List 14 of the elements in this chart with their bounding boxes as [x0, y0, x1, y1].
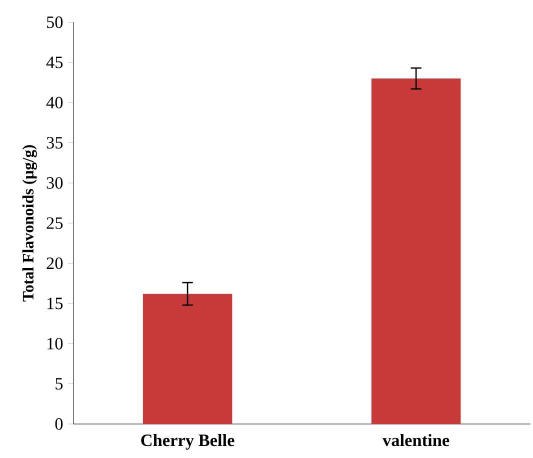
y-tick-label: 15	[48, 298, 63, 310]
y-tick-label: 45	[46, 56, 63, 68]
y-tick-label: 5	[56, 378, 63, 390]
x-tick-label: Cherry Belle	[141, 434, 234, 450]
x-tick-label: valentine	[382, 434, 450, 446]
y-tick-label: 20	[46, 257, 63, 270]
y-axis-title: Total Flavonoids (µg/g)	[22, 145, 37, 302]
y-tick-label: 40	[46, 96, 63, 108]
y-tick-label: 35	[46, 136, 63, 149]
y-tick-label: 0	[55, 418, 63, 430]
y-tick-label: 50	[47, 16, 63, 28]
y-tick-label: 10	[48, 338, 63, 350]
y-tick-label: 30	[46, 177, 63, 189]
y-tick-label: 25	[46, 217, 63, 229]
